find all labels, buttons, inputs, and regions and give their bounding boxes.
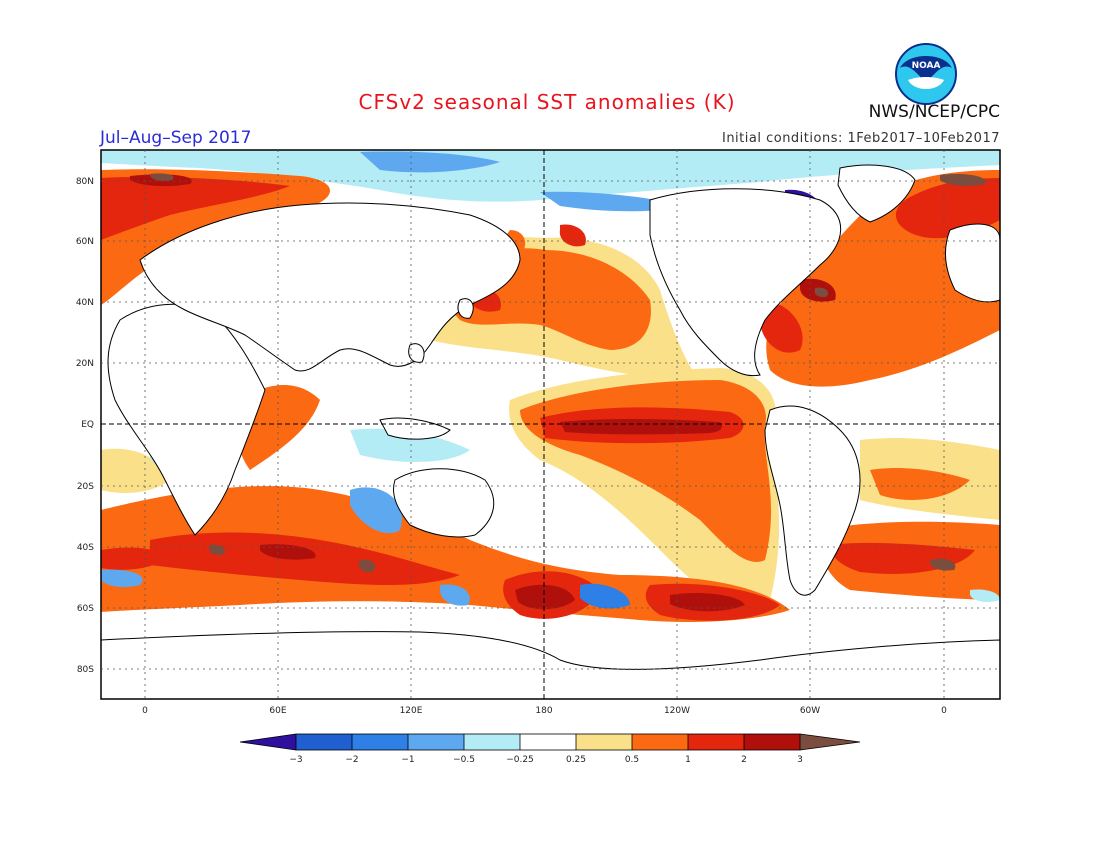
colorbar-segment [352,734,408,750]
lat-label: 60N [76,237,94,247]
colorbar-segment [408,734,464,750]
initial-conditions-label: Initial conditions: 1Feb2017–10Feb2017 [721,131,1000,146]
colorbar: −3 −2 −1 −0.5 −0.25 0.25 0.5 1 2 3 [239,733,861,765]
arctic-cool-anomaly [101,150,1000,202]
colorbar-segment [464,734,520,750]
lon-label: 120W [664,706,690,716]
noaa-logo: NOAA [895,43,957,105]
chart-title: CFSv2 seasonal SST anomalies (K) [0,90,1100,114]
lon-label: 120E [400,706,423,716]
colorbar-segment [296,734,352,750]
lon-label: 0 [142,706,148,716]
colorbar-label: 0.25 [566,755,586,765]
lat-label: 40S [77,543,94,553]
lat-label: 60S [77,604,94,614]
colorbar-label: 3 [797,755,803,765]
lat-label: 20S [77,482,94,492]
colorbar-label: −0.25 [506,755,534,765]
colorbar-label: −3 [289,755,302,765]
svg-text:NOAA: NOAA [912,61,941,71]
lat-label: 80S [77,665,94,675]
colorbar-label: −0.5 [453,755,475,765]
coastlines [101,164,1000,699]
lon-label: 60W [800,706,820,716]
lon-label: 0 [941,706,947,716]
lat-label: 20N [76,359,94,369]
lon-label: 180 [535,706,552,716]
title-text: CFSv2 seasonal SST anomalies (K) [358,90,736,114]
colorbar-label: 2 [741,755,747,765]
colorbar-segment [520,734,576,750]
colorbar-segment [576,734,632,750]
southern-cool-patches [350,487,402,534]
colorbar-segment [688,734,744,750]
colorbar-label: −1 [401,755,414,765]
lat-label: 80N [76,177,94,187]
graticule [101,150,1000,699]
map-field [101,150,1000,699]
colorbar-label: −2 [345,755,358,765]
colorbar-max-arrow [800,734,860,750]
longitude-labels: 0 60E 120E 180 120W 60W 0 [142,706,947,716]
period-label: Jul–Aug–Sep 2017 [100,128,252,148]
colorbar-segment [744,734,800,750]
lat-label: EQ [81,420,94,430]
colorbar-min-arrow [240,734,296,750]
lat-label: 40N [76,298,94,308]
colorbar-segment [632,734,688,750]
latitude-labels: 80N 60N 40N 20N EQ 20S 40S 60S 80S [76,177,94,675]
colorbar-label: 1 [685,755,691,765]
colorbar-label: 0.5 [625,755,639,765]
agency-label: NWS/NCEP/CPC [868,102,1000,122]
southern-ocean-warm [101,486,790,622]
lon-label: 60E [269,706,286,716]
